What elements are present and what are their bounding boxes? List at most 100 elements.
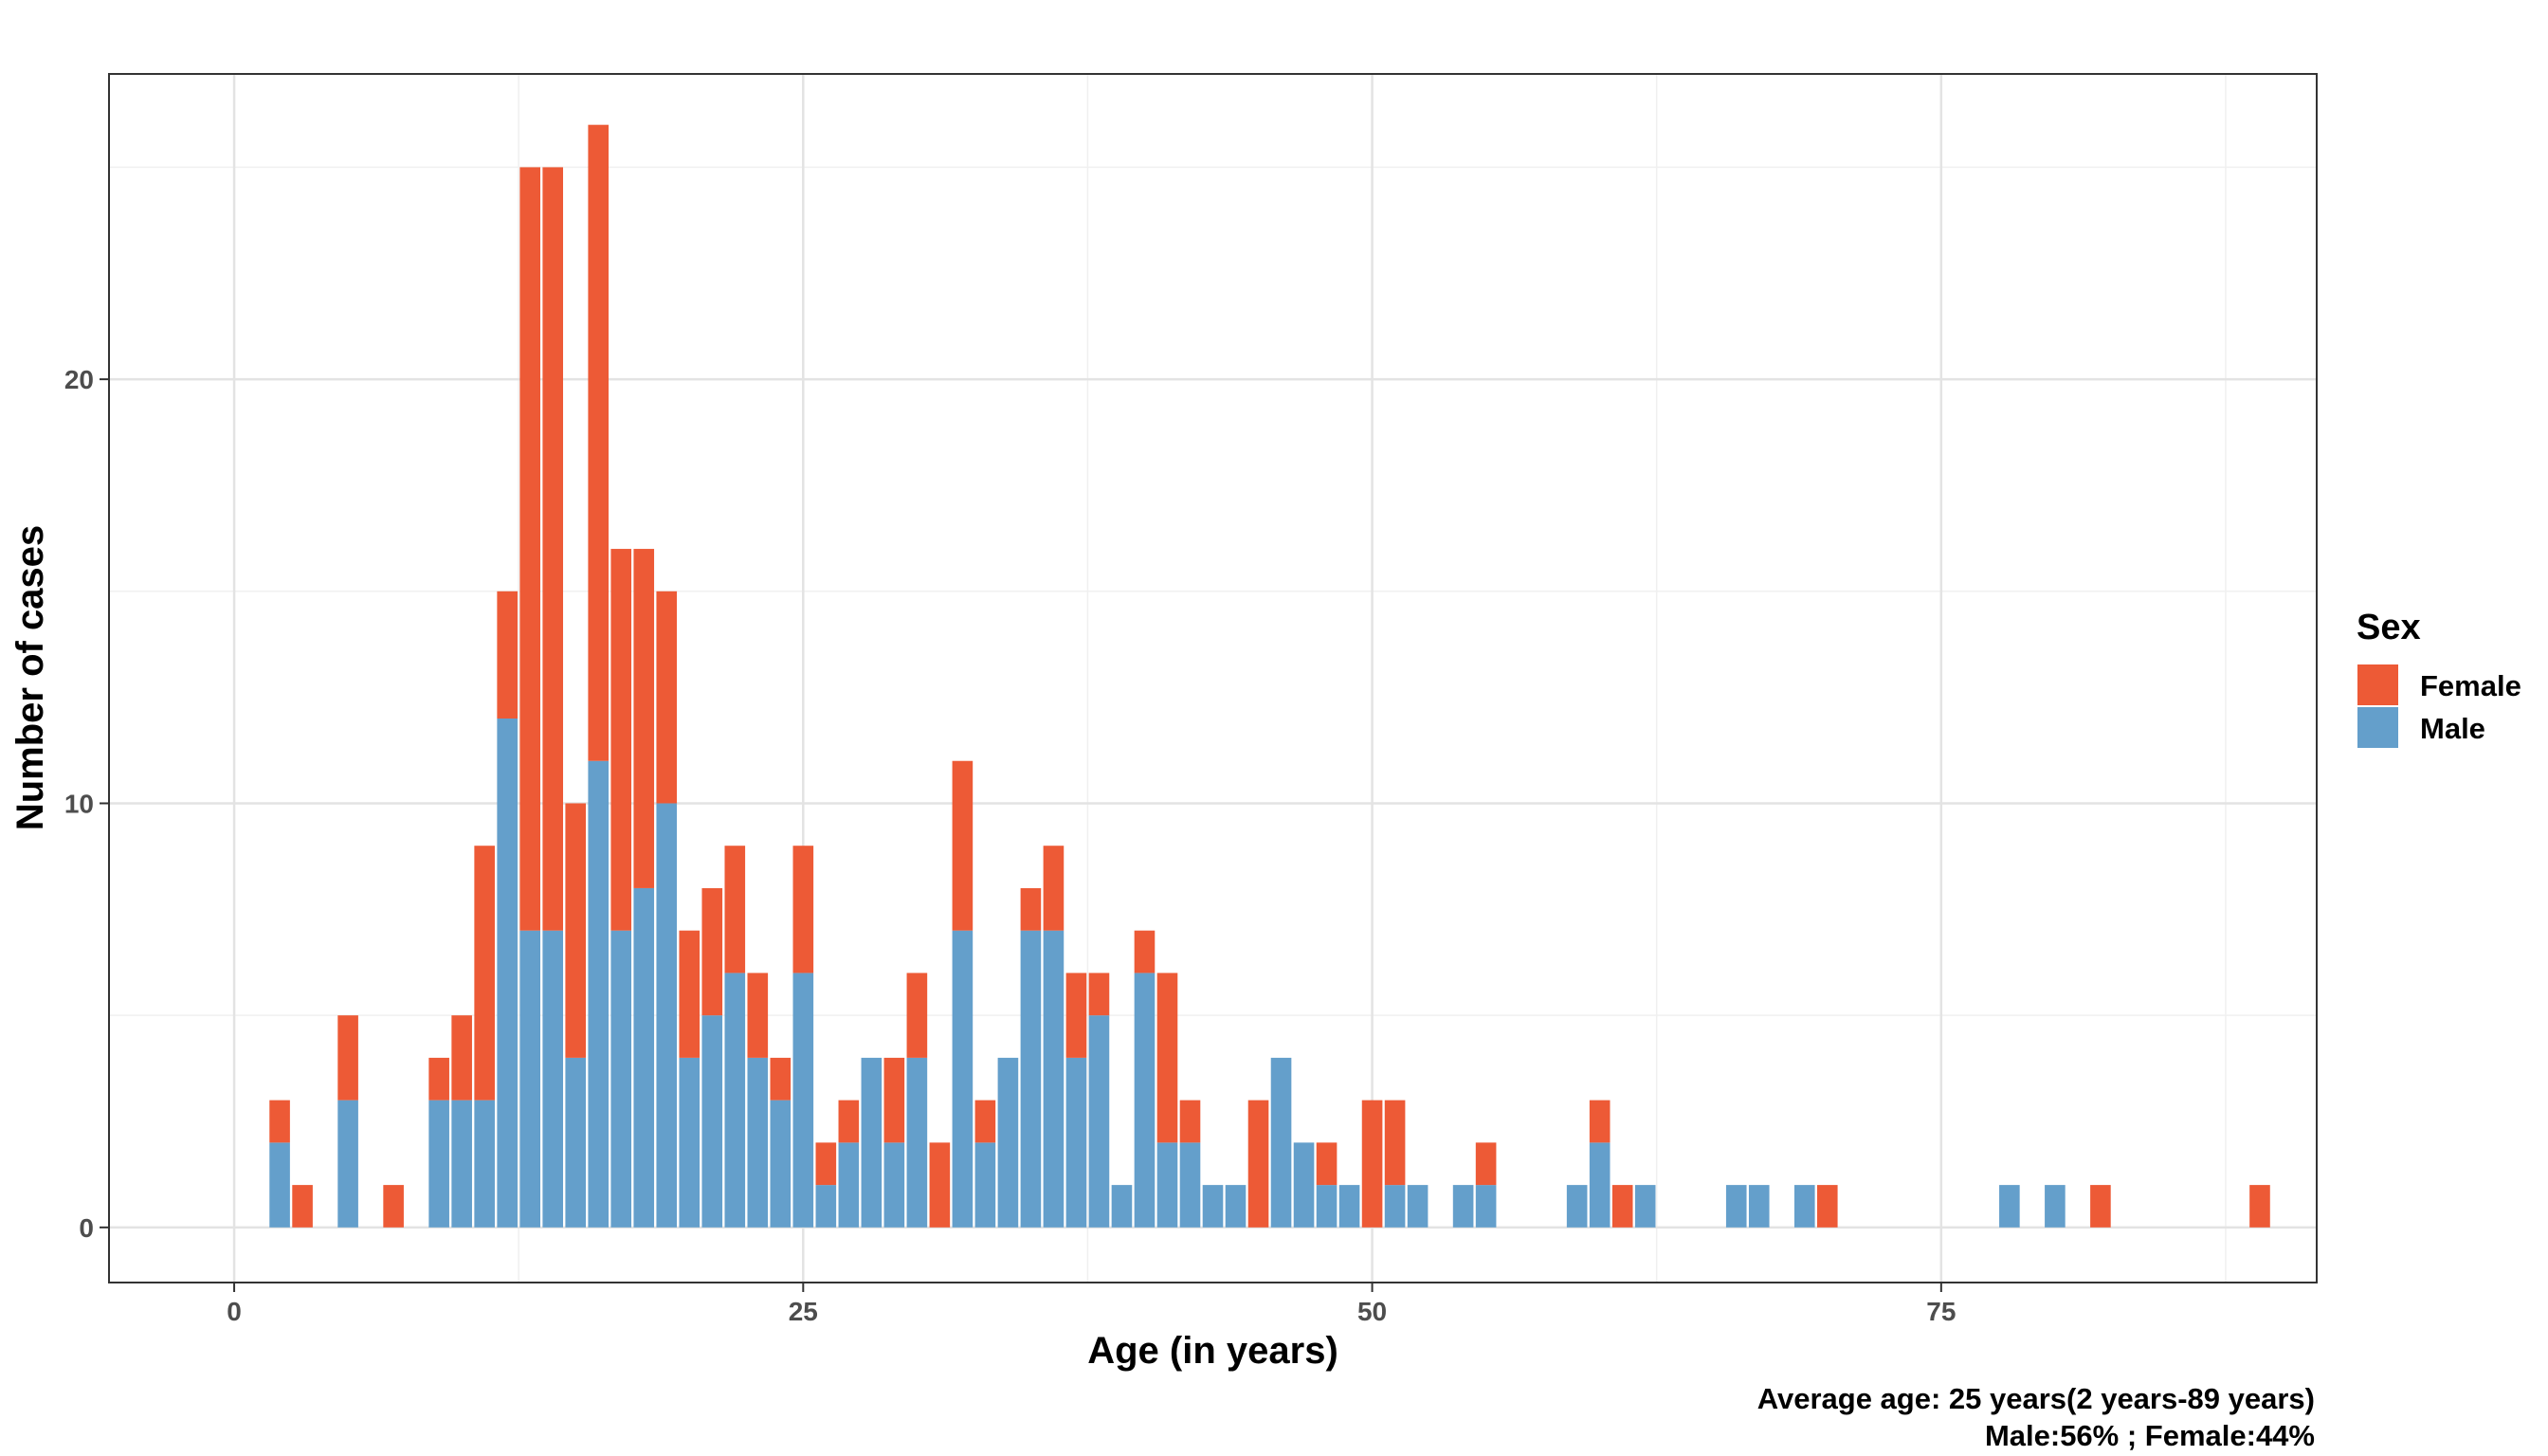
bar-male-age-43: [1202, 1185, 1224, 1228]
bar-male-age-41: [1156, 1142, 1178, 1228]
bar-female-age-36: [1043, 846, 1065, 931]
bar-female-age-38: [1088, 973, 1110, 1016]
bar-male-age-13: [519, 930, 540, 1228]
bar-male-age-55: [1475, 1185, 1497, 1228]
minor-gridlines: [109, 74, 2317, 1283]
x-axis-title: Age (in years): [1087, 1330, 1338, 1372]
bar-male-age-18: [633, 887, 655, 1228]
bar-male-age-29: [883, 1142, 905, 1228]
stacked-bars: [269, 124, 2270, 1228]
panel-border: [108, 73, 2318, 1283]
bar-male-age-51: [1384, 1185, 1406, 1228]
bar-female-age-20: [679, 930, 701, 1058]
bar-female-age-2: [269, 1100, 290, 1143]
bar-female-age-12: [497, 591, 518, 719]
bar-female-age-61: [1611, 1185, 1633, 1228]
caption-sex-ratio: Male:56% ; Female:44%: [1984, 1419, 2315, 1452]
bar-male-age-21: [701, 1015, 723, 1228]
legend-label-male: Male: [2420, 712, 2485, 745]
bar-female-age-30: [906, 973, 928, 1058]
bar-male-age-5: [337, 1100, 358, 1228]
bar-female-age-33: [974, 1100, 996, 1143]
legend-key-female: [2357, 664, 2398, 705]
bar-male-age-35: [1020, 930, 1042, 1228]
bar-female-age-26: [815, 1142, 837, 1186]
bar-female-age-15: [565, 803, 587, 1058]
bar-male-age-28: [861, 1057, 883, 1228]
bar-female-age-27: [838, 1100, 860, 1143]
bar-female-age-50: [1361, 1100, 1383, 1228]
bar-male-age-67: [1748, 1185, 1770, 1228]
x-tick-label: 75: [1926, 1297, 1956, 1326]
bar-male-age-62: [1634, 1185, 1656, 1228]
bar-female-age-31: [929, 1142, 951, 1228]
bar-female-age-70: [1816, 1185, 1838, 1228]
bar-male-age-38: [1088, 1015, 1110, 1228]
y-tick-label: 10: [64, 789, 94, 818]
bar-male-age-10: [451, 1100, 472, 1228]
bar-female-age-11: [474, 846, 495, 1101]
legend-label-female: Female: [2420, 669, 2521, 702]
bar-female-age-32: [952, 760, 974, 931]
bar-male-age-46: [1270, 1057, 1292, 1228]
bar-female-age-60: [1589, 1100, 1611, 1143]
bar-female-age-42: [1179, 1100, 1201, 1143]
bar-female-age-89: [2249, 1185, 2270, 1228]
x-axis: 0 25 50 75: [227, 1283, 1956, 1326]
bar-male-age-30: [906, 1057, 928, 1228]
bar-female-age-82: [2090, 1185, 2111, 1228]
bar-male-age-69: [1793, 1185, 1815, 1228]
bar-male-age-52: [1407, 1185, 1429, 1228]
y-tick-label: 20: [64, 365, 94, 394]
bar-female-age-16: [588, 124, 610, 761]
bar-male-age-37: [1065, 1057, 1087, 1228]
bar-female-age-23: [747, 973, 769, 1058]
bar-male-age-20: [679, 1057, 701, 1228]
bar-female-age-55: [1475, 1142, 1497, 1186]
bar-female-age-29: [883, 1057, 905, 1143]
bar-female-age-19: [656, 591, 678, 804]
bar-female-age-25: [792, 846, 814, 974]
bar-female-age-35: [1020, 887, 1042, 931]
bar-female-age-5: [337, 1015, 358, 1101]
bar-male-age-25: [792, 973, 814, 1228]
bar-female-age-45: [1247, 1100, 1269, 1228]
bar-female-age-51: [1384, 1100, 1406, 1186]
bar-male-age-27: [838, 1142, 860, 1228]
bar-male-age-9: [428, 1100, 449, 1228]
bar-female-age-48: [1316, 1142, 1338, 1186]
bar-male-age-80: [2045, 1185, 2066, 1228]
bar-male-age-78: [1999, 1185, 2020, 1228]
bar-female-age-17: [610, 549, 632, 931]
bar-male-age-15: [565, 1057, 587, 1228]
legend: Sex Female Male: [2357, 608, 2521, 748]
bar-male-age-16: [588, 760, 610, 1228]
y-axis-title: Number of cases: [9, 525, 51, 830]
major-gridlines: [109, 74, 2317, 1283]
bar-female-age-22: [724, 846, 746, 974]
bar-male-age-24: [770, 1100, 792, 1228]
bar-female-age-24: [770, 1057, 792, 1101]
bar-male-age-23: [747, 1057, 769, 1228]
bar-male-age-36: [1043, 930, 1065, 1228]
bar-male-age-19: [656, 803, 678, 1228]
bar-female-age-9: [428, 1057, 449, 1101]
bar-male-age-54: [1452, 1185, 1474, 1228]
y-axis: 0 10 20: [64, 365, 109, 1243]
bar-male-age-39: [1111, 1185, 1133, 1228]
bar-female-age-13: [519, 167, 540, 931]
bar-male-age-2: [269, 1142, 290, 1228]
bar-male-age-42: [1179, 1142, 1201, 1228]
bar-male-age-60: [1589, 1142, 1611, 1228]
x-tick-label: 50: [1357, 1297, 1387, 1326]
bar-male-age-17: [610, 930, 632, 1228]
bar-male-age-32: [952, 930, 974, 1228]
y-tick-label: 0: [79, 1213, 94, 1243]
bar-female-age-18: [633, 549, 655, 888]
bar-female-age-10: [451, 1015, 472, 1101]
bar-male-age-26: [815, 1185, 837, 1228]
bar-female-age-21: [701, 887, 723, 1016]
bar-male-age-12: [497, 719, 518, 1228]
bar-male-age-33: [974, 1142, 996, 1228]
caption-average-age: Average age: 25 years(2 years-89 years): [1756, 1382, 2315, 1415]
